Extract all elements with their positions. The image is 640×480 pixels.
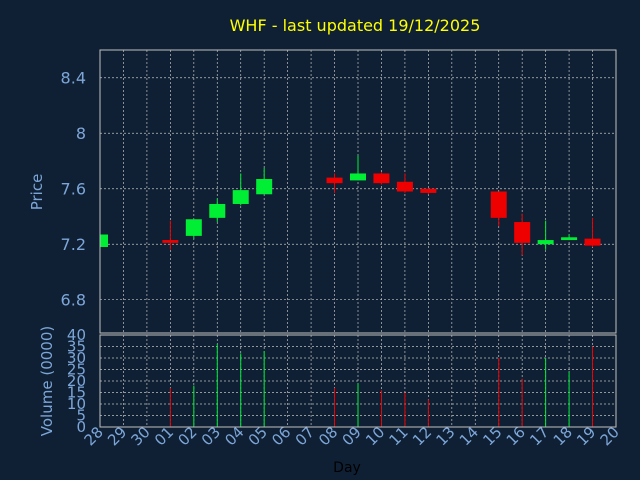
volume-axis-label: Volume (0000) (38, 326, 56, 436)
volume-tick-label: 0 (76, 418, 86, 436)
candle-body (256, 179, 273, 195)
candle-body (326, 177, 343, 184)
candle-body (209, 203, 226, 218)
candle-body (490, 191, 507, 218)
candlesticks (99, 155, 601, 256)
x-axis-label: Day (333, 460, 361, 476)
volume-tick-label: 15 (67, 384, 86, 402)
volume-tick-label: 20 (67, 372, 86, 390)
volume-tick-label: 30 (67, 349, 86, 367)
candle-body (100, 234, 108, 247)
candle-body (162, 240, 179, 243)
volume-tick-label: 35 (67, 338, 86, 356)
volume-panel-frame (99, 334, 617, 428)
candle-body (185, 219, 202, 236)
price-tick-labels: 6.8 7.2 7.6 8 8.4 (61, 69, 86, 310)
price-tick-label: 8.4 (61, 69, 86, 88)
price-tick-label: 7.2 (61, 235, 86, 254)
price-tick-label: 8 (76, 124, 86, 143)
chart-title: WHF - last updated 19/12/2025 (230, 16, 481, 35)
candle-body (350, 173, 366, 181)
price-axis-label: Price (28, 174, 46, 211)
volume-tick-label: 10 (67, 395, 86, 413)
candle-body (514, 222, 531, 243)
volume-bars (169, 344, 594, 427)
candle-body (373, 173, 390, 184)
candle-body (396, 181, 413, 192)
candle-body (537, 240, 554, 245)
candle-body (232, 190, 249, 204)
volume-tick-label: 5 (76, 407, 86, 425)
price-tick-label: 7.6 (61, 180, 86, 199)
volume-tick-label: 40 (67, 326, 86, 344)
volume-tick-label: 25 (67, 361, 86, 379)
candle-body (420, 188, 437, 193)
candle-body (561, 237, 578, 241)
price-panel-frame (99, 49, 617, 334)
candle-body (584, 238, 601, 246)
price-tick-label: 6.8 (61, 291, 86, 310)
